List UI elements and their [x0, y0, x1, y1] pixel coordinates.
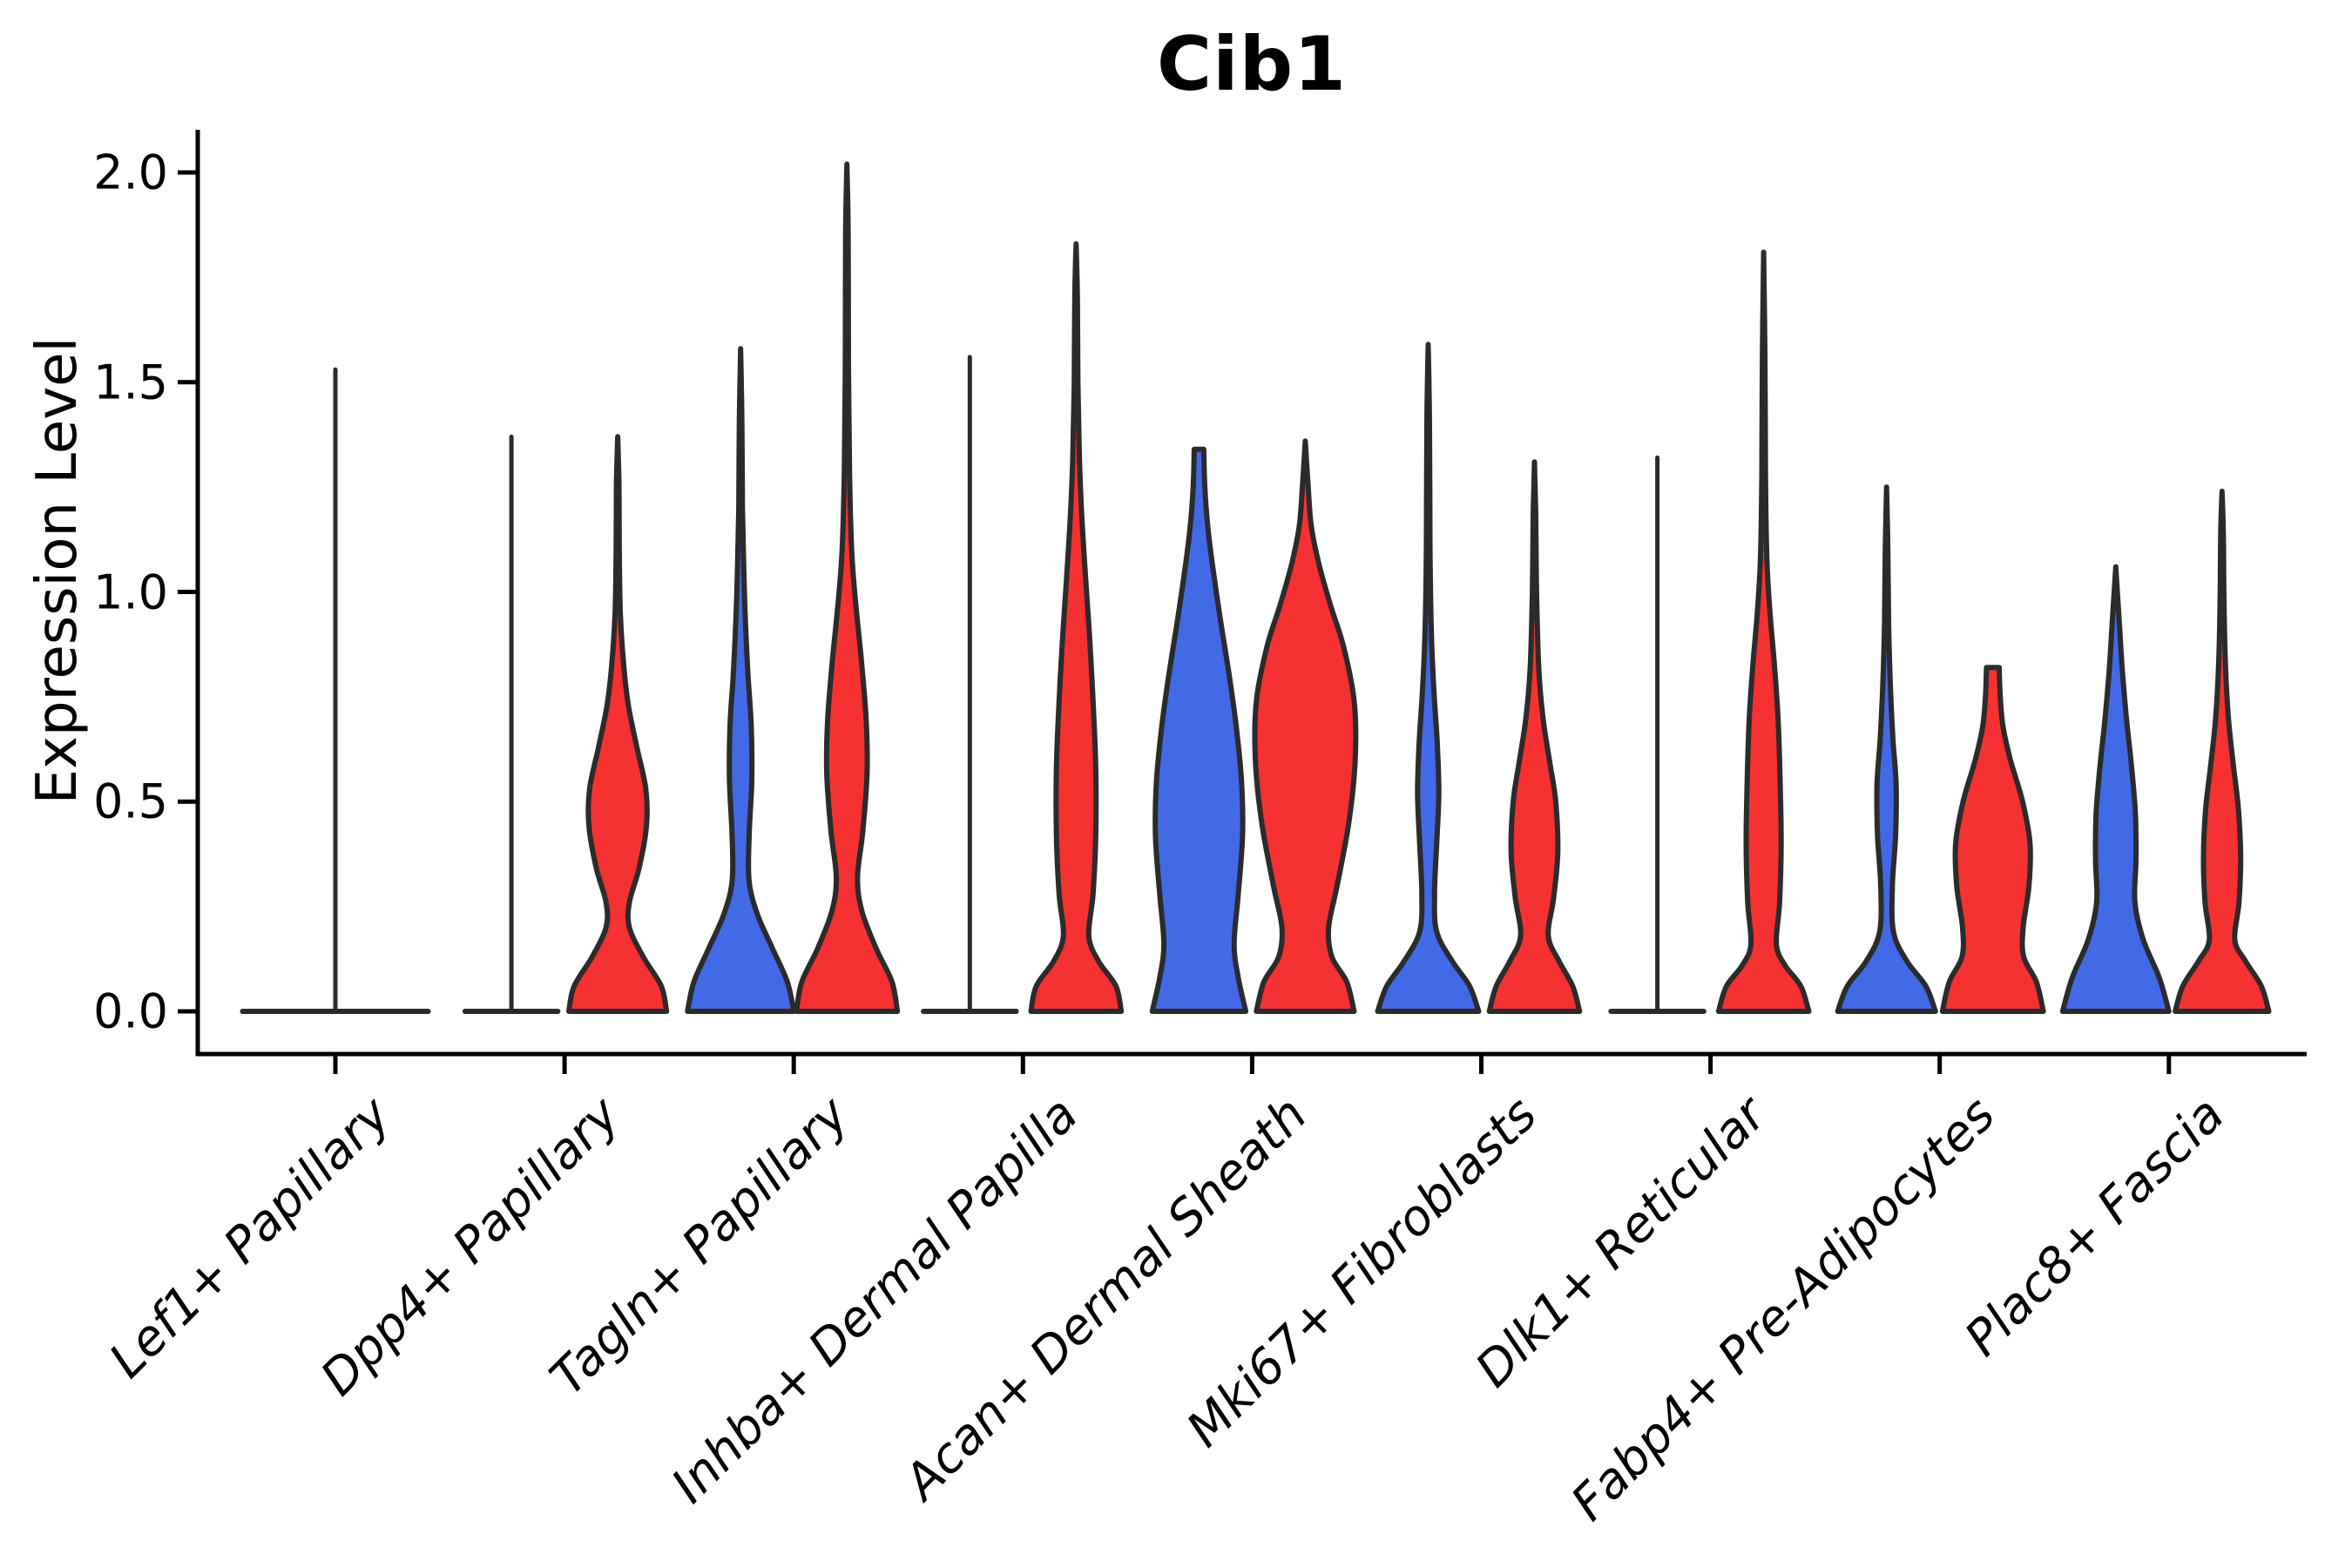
violin-Acan-blue — [1149, 446, 1249, 1014]
violin-Mki67-blue — [1375, 341, 1482, 1014]
violin-Tagln-blue — [685, 346, 797, 1014]
y-tick-label-1.5: 1.5 — [93, 355, 168, 410]
violin-Fabp4-blue — [1835, 484, 1938, 1014]
y-tick-label-1.0: 1.0 — [93, 564, 168, 619]
violin-Fabp4-red — [1939, 665, 2046, 1014]
violin-Dlk1-red — [1715, 249, 1812, 1014]
violin-Tagln-red — [794, 161, 901, 1014]
y-tick-label-0.0: 0.0 — [93, 983, 168, 1039]
y-tick-label-0.5: 0.5 — [93, 774, 168, 829]
violin-Inhba-red — [1028, 240, 1125, 1014]
y-tick-label-2.0: 2.0 — [93, 145, 168, 200]
violin-Plac8-red — [2173, 488, 2272, 1014]
violin-Plac8-blue — [2059, 564, 2172, 1014]
violin-Acan-red — [1252, 438, 1359, 1014]
violin-Dpp4-red — [566, 434, 670, 1014]
violin-Mki67-red — [1486, 459, 1583, 1014]
page-title: Cib1 — [1157, 21, 1347, 108]
